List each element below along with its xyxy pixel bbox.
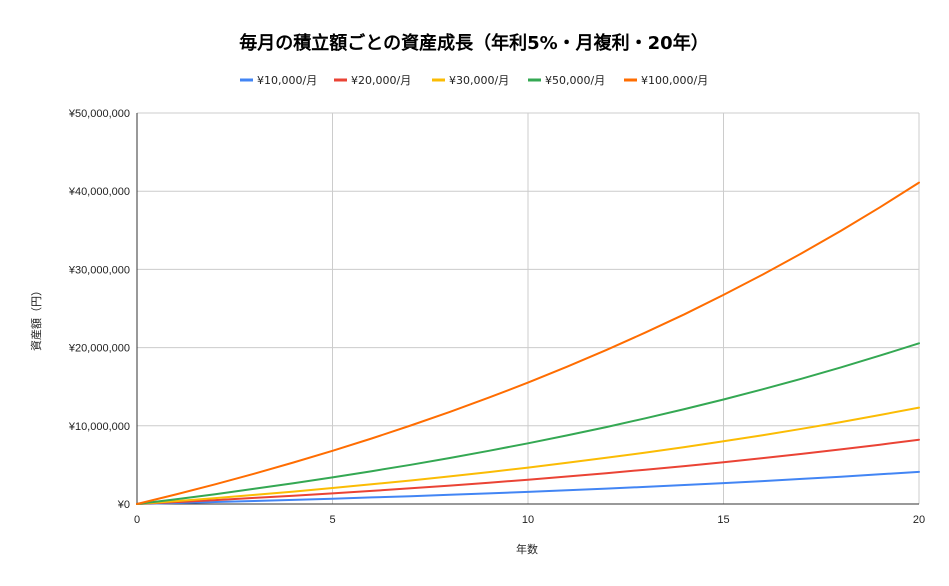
- x-tick-label: 15: [717, 514, 729, 526]
- legend-item-2: ¥20,000/月: [334, 74, 411, 87]
- legend-item-1: ¥10,000/月: [240, 74, 317, 87]
- series-lines: [136, 181, 920, 505]
- legend-label: ¥10,000/月: [257, 74, 317, 87]
- axes: [136, 113, 919, 505]
- series-line-2: [136, 438, 920, 505]
- x-tick-label: 5: [329, 514, 335, 526]
- x-axis-title: 年数: [516, 542, 538, 556]
- x-tick-label: 0: [134, 514, 140, 526]
- legend-label: ¥20,000/月: [351, 74, 411, 87]
- legend: ¥10,000/月 ¥20,000/月 ¥30,000/月 ¥50,000/月 ¥100…: [240, 74, 708, 87]
- series-line-1: [136, 470, 920, 505]
- x-tick-label: 20: [913, 514, 925, 526]
- legend-item-5: ¥100,000/月: [624, 74, 708, 87]
- y-axis-title: 資産額（円）: [30, 285, 43, 351]
- y-tick-label: ¥0: [117, 499, 130, 511]
- x-axis-ticks: 0 5 10 15 20: [134, 514, 925, 526]
- chart-title: 毎月の積立額ごとの資産成長（年利5%・月複利・20年）: [239, 32, 708, 54]
- gridlines: [137, 112, 920, 504]
- legend-label: ¥50,000/月: [545, 74, 605, 87]
- y-axis-ticks: ¥0 ¥10,000,000 ¥20,000,000 ¥30,000,000 ¥40,0…: [68, 108, 130, 511]
- x-tick-label: 10: [522, 514, 534, 526]
- legend-item-3: ¥30,000/月: [432, 74, 509, 87]
- y-tick-label: ¥50,000,000: [68, 108, 130, 120]
- series-line-4: [136, 342, 920, 505]
- legend-label: ¥30,000/月: [449, 74, 509, 87]
- y-tick-label: ¥40,000,000: [68, 186, 130, 198]
- series-line-5: [136, 181, 920, 505]
- y-tick-label: ¥30,000,000: [68, 264, 130, 276]
- legend-label: ¥100,000/月: [641, 74, 708, 87]
- series-line-3: [136, 406, 920, 505]
- y-tick-label: ¥20,000,000: [68, 343, 130, 355]
- y-tick-label: ¥10,000,000: [68, 421, 130, 433]
- legend-item-4: ¥50,000/月: [528, 74, 605, 87]
